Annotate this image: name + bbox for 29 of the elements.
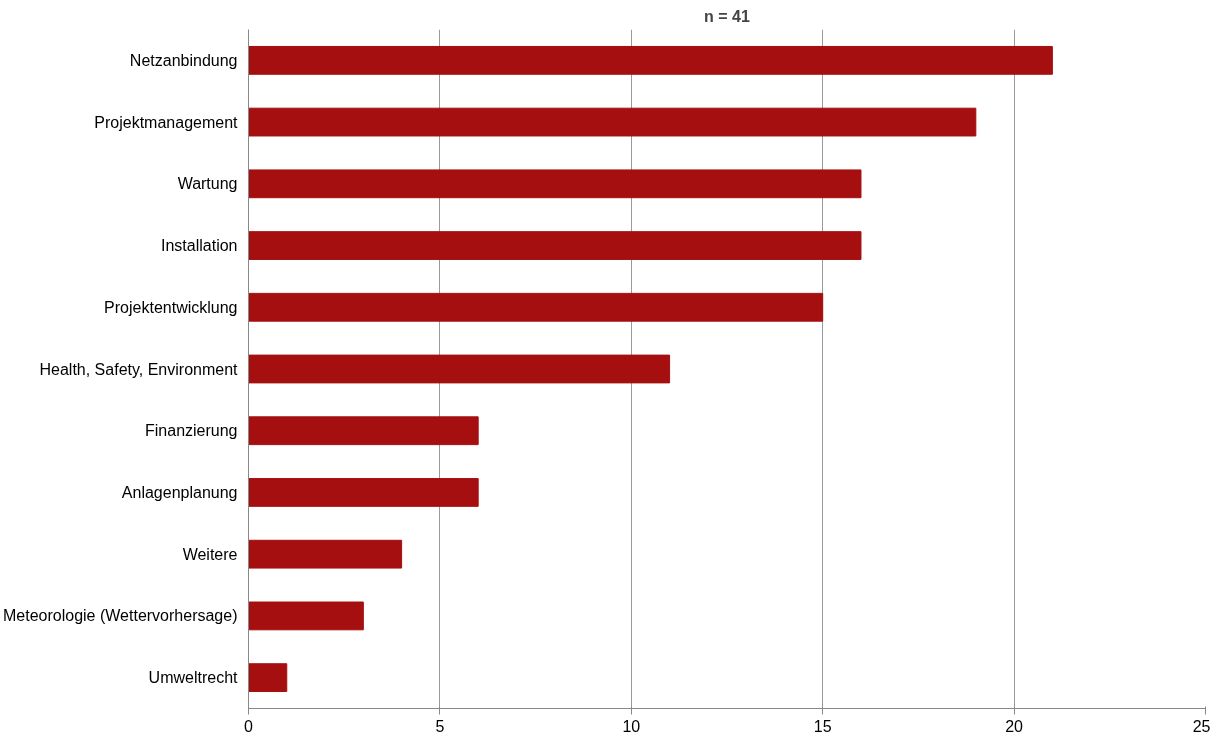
- y-tick-label: Meteorologie (Wettervorhersage): [3, 607, 238, 625]
- x-tick-label: 15: [813, 717, 832, 735]
- x-tick-label: 20: [1005, 717, 1024, 735]
- bar: [248, 292, 824, 322]
- bar: [248, 107, 977, 137]
- y-tick-label: Projektentwicklung: [104, 298, 238, 316]
- bar: [248, 231, 862, 260]
- bar: [248, 45, 1053, 75]
- x-tick-label: 5: [435, 717, 445, 735]
- y-tick-label: Projektmanagement: [94, 113, 239, 131]
- chart-title: n = 41: [704, 7, 750, 25]
- bar: [248, 539, 403, 569]
- y-tick-label: Weitere: [182, 545, 238, 563]
- bar: [248, 601, 364, 631]
- y-tick-label: Health, Safety, Environment: [39, 360, 239, 378]
- x-tick-label: 25: [1192, 717, 1211, 735]
- bar: [248, 416, 479, 446]
- bar: [248, 169, 862, 199]
- x-tick-label: 10: [622, 717, 641, 735]
- bar: [248, 354, 671, 384]
- bar: [248, 478, 479, 507]
- y-tick-label: Anlagenplanung: [121, 483, 238, 501]
- x-tick-label: 0: [244, 717, 254, 735]
- bar: [248, 663, 288, 693]
- y-tick-label: Installation: [161, 237, 238, 255]
- y-tick-label: Finanzierung: [145, 422, 238, 440]
- y-tick-label: Wartung: [177, 175, 238, 193]
- y-tick-label: Netzanbindung: [129, 51, 238, 69]
- y-tick-label: Umweltrecht: [148, 669, 239, 687]
